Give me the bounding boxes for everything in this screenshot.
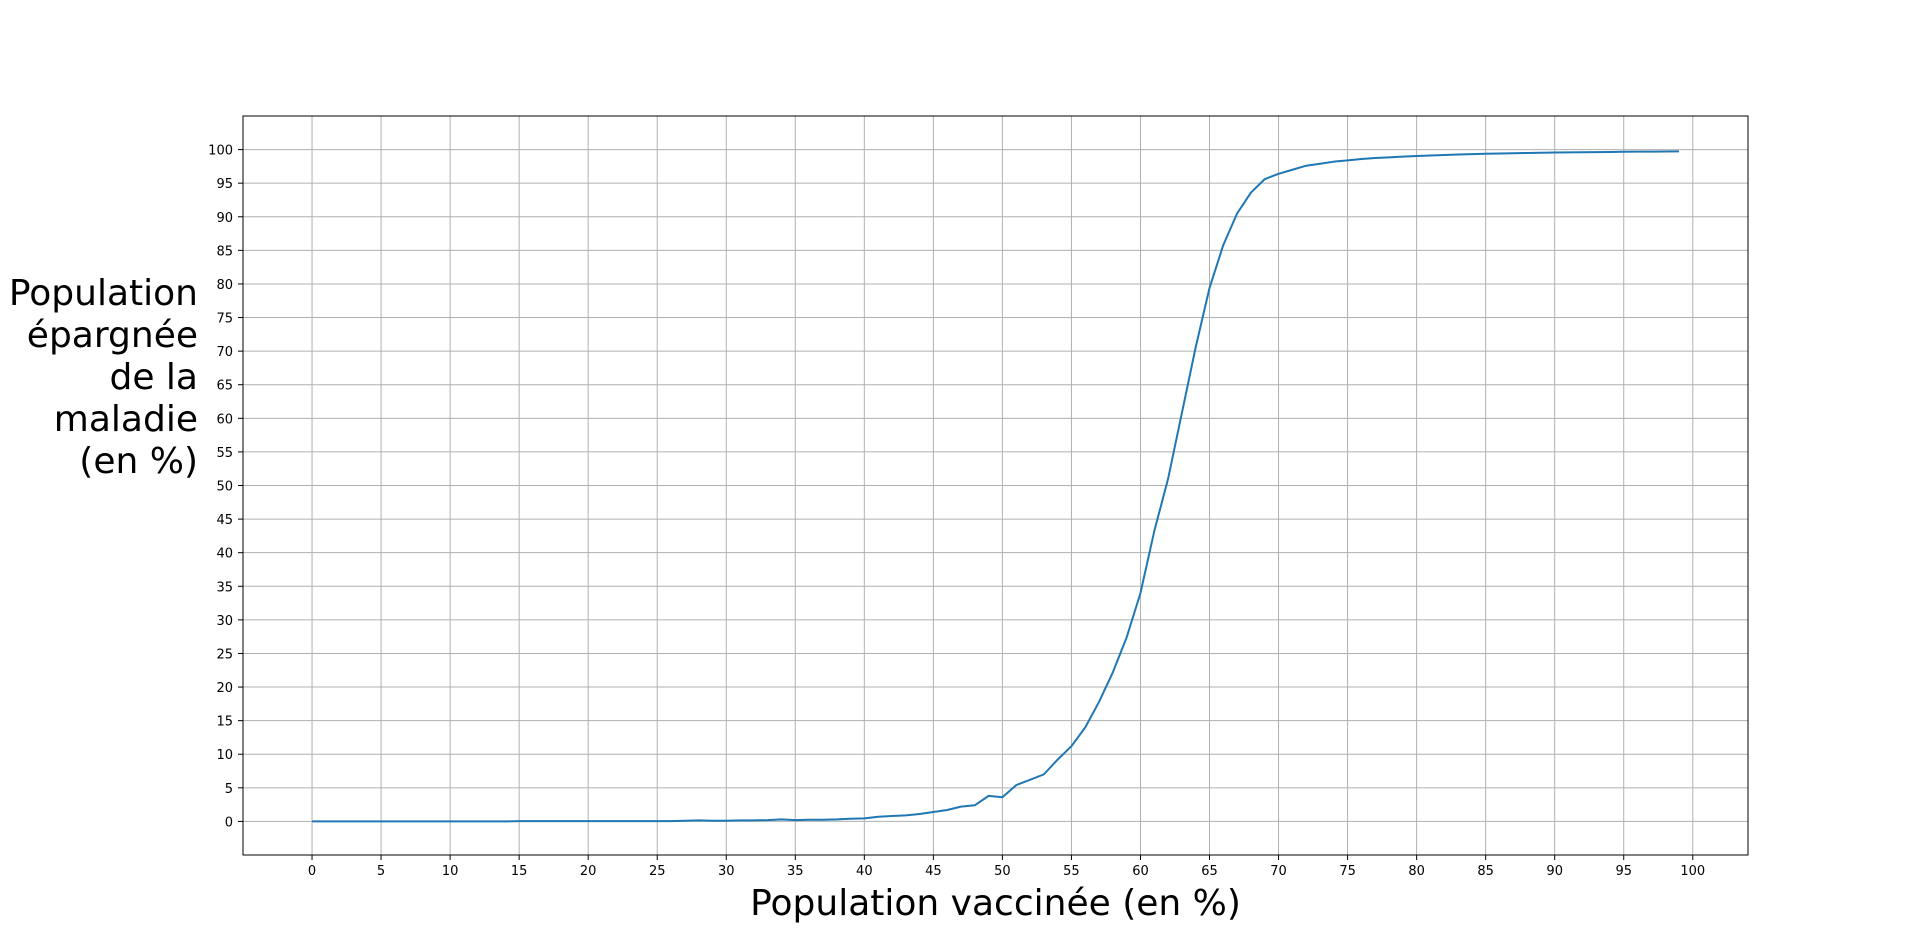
y-tick-label: 45 (216, 513, 233, 528)
y-tick-label: 5 (225, 782, 233, 797)
y-tick-label: 25 (216, 647, 233, 662)
y-axis-title: Population épargnée de la maladie (en %) (9, 273, 198, 482)
y-tick-label: 50 (216, 480, 233, 495)
x-tick-label: 30 (718, 864, 735, 879)
x-tick-label: 90 (1546, 864, 1563, 879)
x-tick-label: 5 (377, 864, 385, 879)
x-tick-label: 95 (1615, 864, 1632, 879)
x-tick-label: 80 (1408, 864, 1425, 879)
x-tick-label: 10 (442, 864, 459, 879)
y-tick-label: 30 (216, 614, 233, 629)
x-tick-label: 85 (1477, 864, 1494, 879)
y-tick-label: 20 (216, 681, 233, 696)
x-tick-label: 55 (1063, 864, 1080, 879)
y-tick-label: 60 (216, 412, 233, 427)
x-tick-label: 100 (1680, 864, 1705, 879)
x-tick-label: 0 (308, 864, 316, 879)
y-tick-label: 75 (216, 312, 233, 327)
y-tick-label: 35 (216, 580, 233, 595)
y-tick-label: 80 (216, 278, 233, 293)
y-axis-title-line: épargnée (27, 315, 198, 356)
y-tick-label: 95 (216, 177, 233, 192)
series-line (312, 150, 1679, 823)
y-tick-label: 10 (216, 748, 233, 763)
x-tick-label: 60 (1132, 864, 1149, 879)
y-tick-label: 15 (216, 715, 233, 730)
series-layer (312, 150, 1679, 823)
x-tick-label: 15 (511, 864, 528, 879)
y-tick-label: 85 (216, 244, 233, 259)
x-tick-label: 45 (925, 864, 942, 879)
x-axis-title: Population vaccinée (en %) (750, 883, 1241, 924)
y-tick-label: 90 (216, 211, 233, 226)
x-tick-label: 50 (994, 864, 1011, 879)
y-axis-title-line: Population (9, 273, 198, 314)
y-tick-label: 100 (208, 144, 233, 159)
y-tick-label: 0 (225, 815, 233, 830)
x-tick-label: 35 (787, 864, 804, 879)
x-tick-label: 25 (649, 864, 666, 879)
y-axis-title-line: de la (109, 357, 198, 398)
y-tick-label: 55 (216, 446, 233, 461)
x-tick-label: 70 (1270, 864, 1287, 879)
x-tick-label: 20 (580, 864, 597, 879)
x-tick-label: 65 (1201, 864, 1218, 879)
y-tick-label: 70 (216, 345, 233, 360)
y-tick-label: 40 (216, 547, 233, 562)
ticks: 0 5 10 15 20 25 30 35 40 45 50 55 60 65 70 75 80 85 90 95 10… (208, 144, 1705, 879)
y-axis-title-line: (en %) (79, 441, 198, 482)
y-tick-label: 65 (216, 379, 233, 394)
grid (243, 116, 1748, 855)
y-axis-title-line: maladie (54, 399, 198, 440)
x-tick-label: 75 (1339, 864, 1356, 879)
x-tick-label: 40 (856, 864, 873, 879)
